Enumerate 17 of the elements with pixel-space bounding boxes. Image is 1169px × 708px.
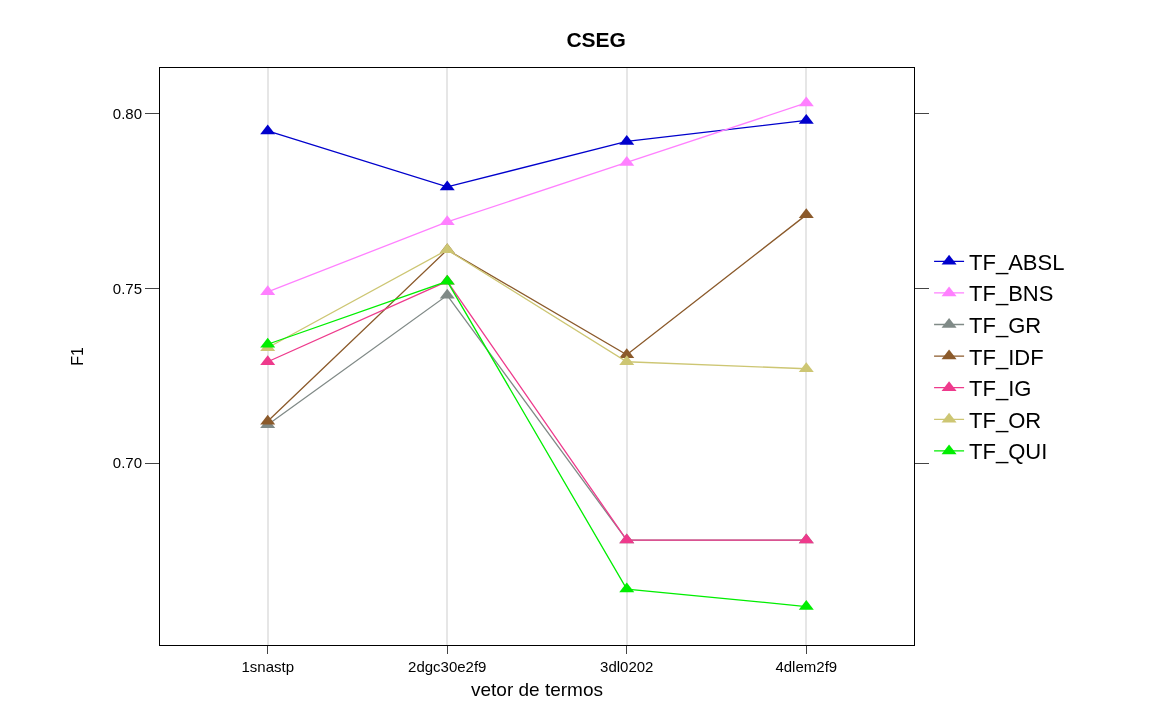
x-tick-label: 2dgc30e2f9 xyxy=(408,658,487,675)
chart-title: CSEG xyxy=(566,27,626,51)
legend-label: TF_OR xyxy=(969,407,1042,433)
legend-label: TF_GR xyxy=(969,313,1042,339)
x-tick-label: 3dl0202 xyxy=(600,658,654,675)
x-tick-label: 1snastp xyxy=(241,658,294,675)
legend-label: TF_IG xyxy=(969,376,1032,402)
y-tick-label: 0.75 xyxy=(112,279,142,297)
y-tick-label: 0.80 xyxy=(112,104,142,122)
y-axis-title: F1 xyxy=(68,347,86,366)
legend-label: TF_QUI xyxy=(969,439,1048,465)
legend-label: TF_BNS xyxy=(969,281,1054,307)
x-tick-label: 4dlem2f9 xyxy=(775,658,838,675)
y-tick-label: 0.70 xyxy=(112,454,142,472)
x-axis-title: vetor de termos xyxy=(471,678,603,700)
legend-label: TF_ABSL xyxy=(969,249,1065,275)
legend-label: TF_IDF xyxy=(969,344,1044,370)
